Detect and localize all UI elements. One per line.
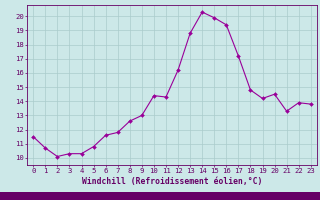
X-axis label: Windchill (Refroidissement éolien,°C): Windchill (Refroidissement éolien,°C) <box>82 177 262 186</box>
